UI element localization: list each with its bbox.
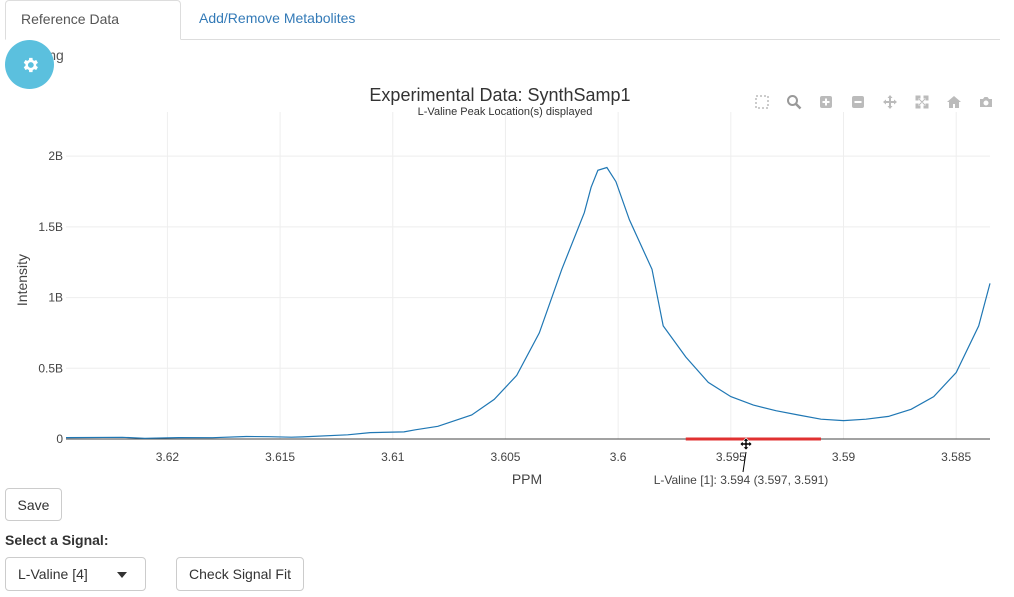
spectrum-plot[interactable]: Experimental Data: SynthSamp1 L-Valine P…	[0, 80, 1014, 500]
spectrum-chart[interactable]: Experimental Data: SynthSamp1 L-Valine P…	[0, 80, 1014, 500]
peak-annotation: L-Valine [1]: 3.594 (3.597, 3.591)	[654, 473, 829, 487]
y-axis-label: Intensity	[14, 254, 30, 306]
x-tick-label: 3.615	[265, 450, 295, 464]
pan-icon[interactable]	[880, 92, 900, 112]
y-tick-label: 0.5B	[38, 361, 63, 375]
settings-button[interactable]	[5, 40, 54, 89]
signal-select-value: L-Valine [4]	[18, 566, 88, 582]
signal-select[interactable]: L-Valine [4]	[5, 557, 146, 591]
plot-title: Experimental Data: SynthSamp1	[369, 85, 630, 105]
zoom-icon[interactable]	[784, 92, 804, 112]
signal-select-label: Select a Signal:	[5, 532, 109, 548]
x-tick-label: 3.605	[490, 450, 520, 464]
grid	[66, 112, 990, 439]
save-button[interactable]: Save	[5, 488, 62, 521]
x-tick-label: 3.59	[832, 450, 856, 464]
x-tick-label: 3.595	[716, 450, 746, 464]
y-tick-label: 1.5B	[38, 220, 63, 234]
check-signal-fit-button[interactable]: Check Signal Fit	[176, 557, 304, 591]
box-select-icon[interactable]	[752, 92, 772, 112]
x-axis: 3.62 3.615 3.61 3.605 3.6 3.595 3.59 3.585	[156, 450, 972, 464]
plot-modebar	[752, 92, 996, 112]
drag-cursor-icon[interactable]	[739, 437, 753, 451]
autoscale-icon[interactable]	[912, 92, 932, 112]
spectrum-series-line	[65, 166, 991, 439]
y-tick-label: 0	[56, 432, 63, 446]
tab-bar: Reference Data Editing Add/Remove Metabo…	[5, 0, 1000, 63]
gear-icon	[23, 57, 38, 72]
tab-add-remove-metabolites[interactable]: Add/Remove Metabolites	[199, 10, 356, 26]
chevron-down-icon	[117, 572, 127, 578]
x-tick-label: 3.62	[156, 450, 180, 464]
reset-axes-icon[interactable]	[944, 92, 964, 112]
x-tick-label: 3.6	[610, 450, 627, 464]
zoom-in-icon[interactable]	[816, 92, 836, 112]
y-tick-label: 2B	[48, 149, 63, 163]
plot-subtitle: L-Valine Peak Location(s) displayed	[418, 106, 593, 118]
tab-reference-data-editing[interactable]: Reference Data Editing	[5, 0, 181, 63]
x-tick-label: 3.61	[381, 450, 405, 464]
x-axis-label: PPM	[512, 471, 542, 487]
camera-icon[interactable]	[976, 92, 996, 112]
y-tick-label: 1B	[48, 291, 63, 305]
zoom-out-icon[interactable]	[848, 92, 868, 112]
y-axis: 0 0.5B 1B 1.5B 2B	[38, 149, 63, 446]
x-tick-label: 3.585	[941, 450, 971, 464]
annotation-arrow	[742, 451, 747, 473]
